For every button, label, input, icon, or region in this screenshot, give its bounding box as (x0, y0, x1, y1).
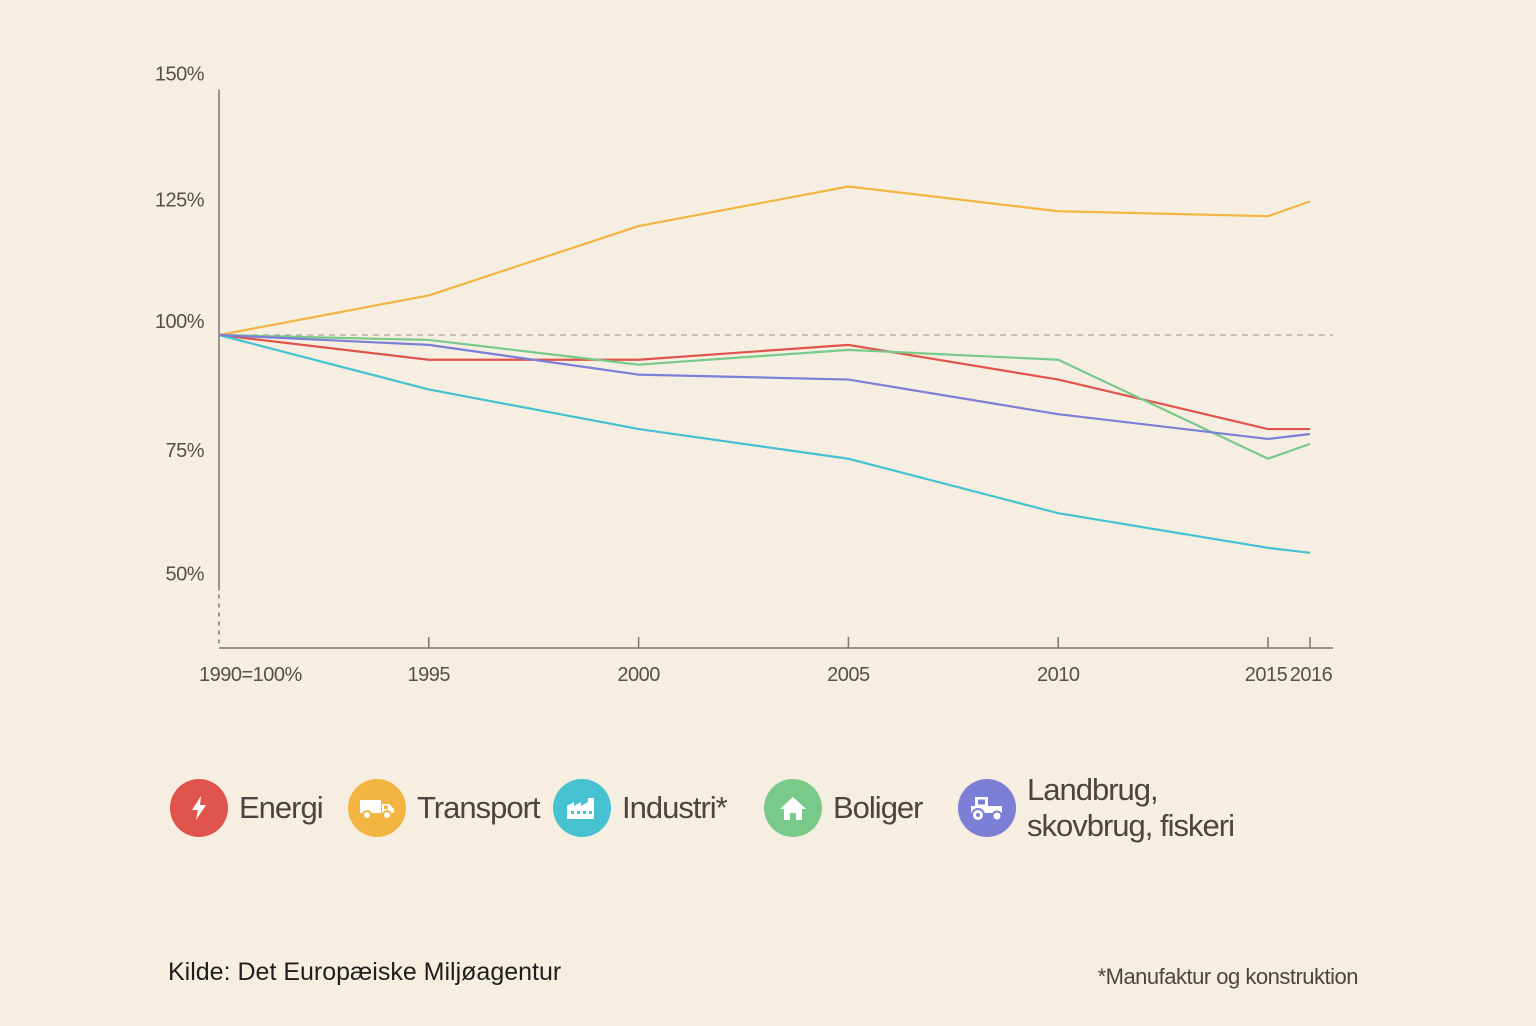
x-tick-label: 2005 (827, 664, 870, 686)
y-tick-label: 50% (165, 564, 204, 586)
source-caption: Kilde: Det Europæiske Miljøagentur (168, 958, 562, 986)
x-tick-label: 1990=100% (199, 664, 303, 686)
legend-item-industri: Industri* (553, 770, 728, 846)
legend-label: Industri* (622, 790, 728, 825)
truck-icon (348, 779, 406, 837)
y-tick-label: 100% (155, 311, 205, 333)
legend-item-boliger: Boliger (764, 770, 923, 846)
chart-series (218, 185, 1311, 554)
lightning-icon (170, 779, 228, 837)
legend-label: Boliger (833, 790, 923, 825)
tractor-icon (958, 779, 1016, 837)
legend: Energi Transport Industri* (168, 770, 1368, 850)
factory-icon (553, 779, 611, 837)
chart-axes (218, 89, 1333, 649)
legend-item-energi: Energi (170, 770, 324, 846)
y-tick-label: 125% (155, 189, 205, 211)
legend-item-transport: Transport (348, 770, 541, 846)
y-tick-label: 75% (165, 440, 204, 462)
footnote: *Manufaktur og konstruktion (1097, 964, 1359, 989)
x-tick-label: 2000 (617, 664, 660, 686)
series-line-landbrug-skovbrug-fiskeri (218, 333, 1311, 441)
legend-item-landbrug: Landbrug, skovbrug, fiskeri (958, 770, 1277, 846)
series-line-energi (218, 333, 1310, 431)
series-line-transport (218, 185, 1311, 337)
line-chart: 1990=100% 1995 2000 2005 2010 2015 2016 50% 75% 1… (155, 64, 1333, 687)
house-icon (764, 779, 822, 837)
series-line-boliger (218, 333, 1311, 460)
x-tick-label: 2010 (1037, 664, 1080, 686)
series-line-industri (218, 333, 1311, 554)
chart-tick-labels: 1990=100% 1995 2000 2005 2010 2015 2016 50% 75% 1… (155, 64, 1333, 687)
x-tick-label: 2016 (1290, 664, 1333, 686)
legend-label: Transport (417, 790, 541, 825)
x-tick-label: 1995 (408, 664, 451, 686)
legend-label: Landbrug, skovbrug, fiskeri (1027, 772, 1235, 843)
x-tick-label: 2015 (1245, 664, 1288, 686)
legend-label: Energi (239, 790, 324, 825)
y-tick-label: 150% (155, 64, 205, 86)
